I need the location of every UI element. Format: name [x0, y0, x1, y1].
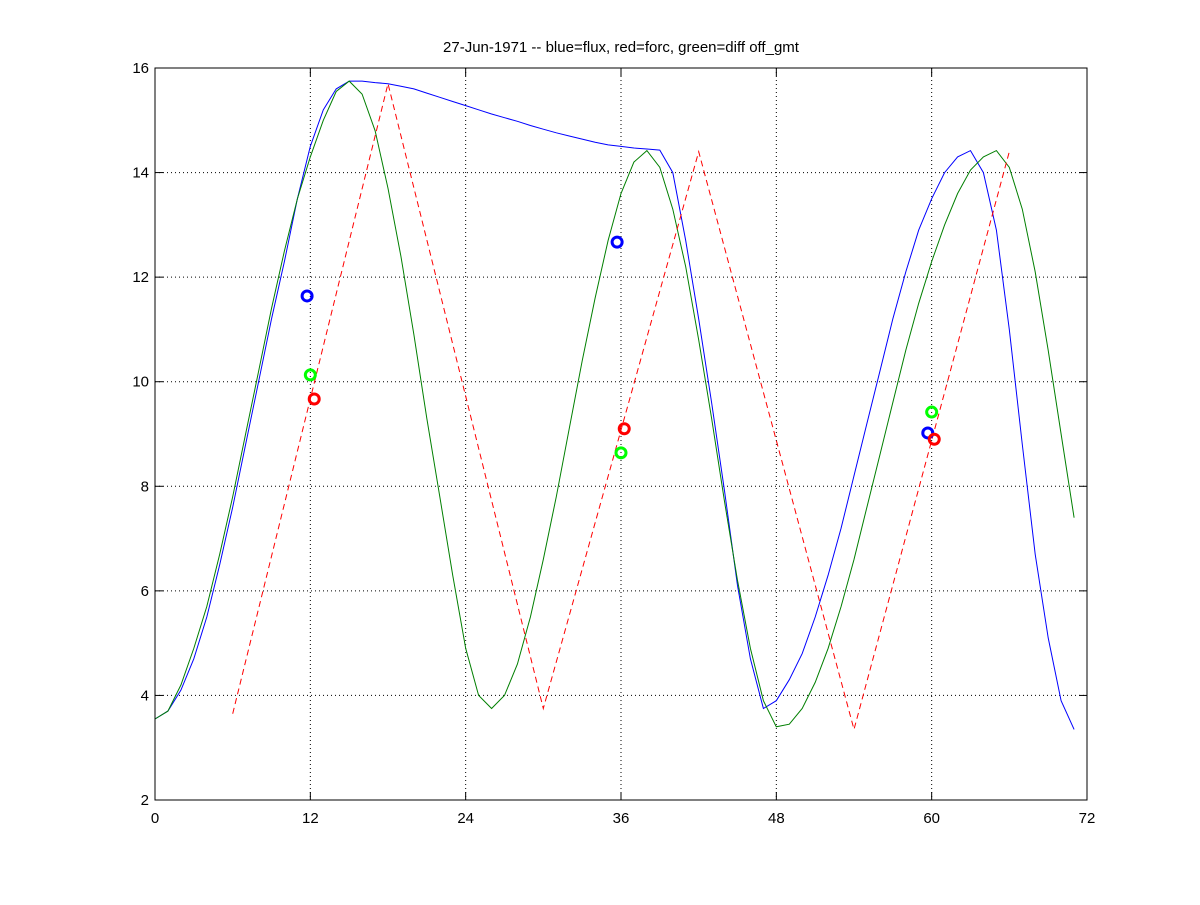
- y-tick-label: 6: [141, 583, 149, 600]
- y-tick-label: 14: [132, 165, 149, 182]
- marker-flux: [610, 235, 624, 249]
- x-tick-label: 48: [768, 810, 785, 827]
- marker-diff: [925, 405, 939, 419]
- x-tick-label: 12: [302, 810, 319, 827]
- series-line-diff: [154, 80, 1075, 728]
- chart-title: 27-Jun-1971 -- blue=flux, red=forc, gree…: [443, 39, 800, 56]
- grid: [155, 68, 1087, 800]
- marker-forc: [927, 432, 941, 446]
- plot-area: [154, 80, 1075, 732]
- x-tick-label: 72: [1079, 810, 1096, 827]
- marker-diff: [303, 368, 317, 382]
- y-tick-label: 10: [132, 374, 149, 391]
- x-tick-label: 0: [151, 810, 159, 827]
- y-tick-label: 2: [141, 792, 149, 809]
- series-line-flux: [154, 80, 1075, 730]
- x-tick-label: 24: [457, 810, 474, 827]
- y-tick-label: 16: [132, 60, 149, 77]
- y-tick-label: 12: [132, 269, 149, 286]
- y-tick-label: 8: [141, 478, 149, 495]
- x-tick-label: 60: [923, 810, 940, 827]
- marker-flux: [300, 289, 314, 303]
- x-tick-label: 36: [613, 810, 630, 827]
- y-tick-label: 4: [141, 687, 149, 704]
- marker-forc: [307, 392, 321, 406]
- axes-box: [154, 67, 1088, 801]
- series-line-forc: [232, 83, 1010, 732]
- marker-forc: [617, 422, 631, 436]
- marker-diff: [614, 446, 628, 460]
